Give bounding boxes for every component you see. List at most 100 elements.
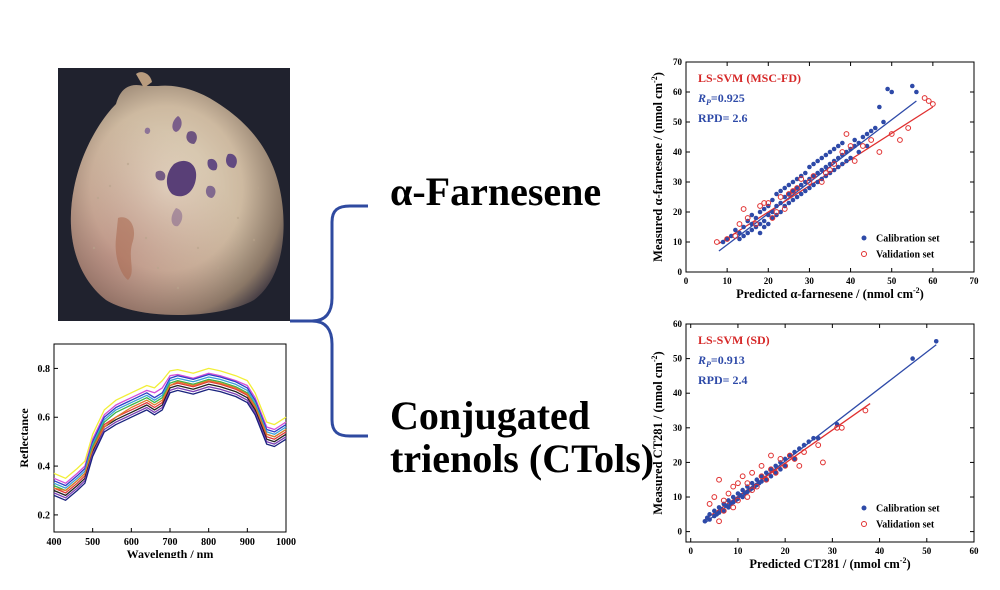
conjugated-label-line2: trienols (CTols)	[390, 436, 655, 481]
validation-point	[777, 456, 784, 462]
calibration-point	[811, 182, 816, 188]
pear-photo	[58, 68, 290, 321]
validation-point	[769, 215, 776, 221]
legend-marker-calibration	[861, 235, 867, 241]
x-tick-label: 700	[163, 537, 178, 548]
validation-point	[772, 469, 779, 476]
validation-point	[801, 449, 807, 455]
y-tick-label: 30	[673, 177, 683, 187]
calibration-point	[815, 158, 820, 164]
farnesene-svg: 0 10 20 30 40 50 60 70 0 10 20 30 40 50 60 70 Predicted …	[650, 57, 979, 301]
validation-point	[843, 131, 850, 137]
y-axis-label: Measured CT281 / (nmol cm-2)	[650, 351, 665, 514]
calibration-point	[749, 480, 755, 486]
calibration-point	[819, 155, 825, 161]
calibration-point	[761, 218, 767, 224]
y-tick-label: 60	[673, 87, 683, 97]
calibration-point	[815, 435, 821, 441]
calibration-point	[790, 188, 796, 194]
x-tick-label: 0	[684, 276, 689, 286]
ct281-scatter-chart: 0 10 20 30 40 50 60 0 10 20 30 40 50 60 Predicted CT28…	[650, 316, 986, 578]
calibration-point	[770, 215, 775, 221]
calibration-point	[848, 155, 853, 161]
x-tick-label: 50	[887, 276, 897, 286]
bracket-connector	[290, 204, 368, 438]
validation-point	[822, 170, 829, 176]
validation-point	[806, 179, 813, 185]
validation-point	[706, 501, 713, 507]
x-tick-label: 10	[733, 546, 743, 556]
validation-point	[768, 466, 774, 473]
validation-point	[820, 459, 826, 466]
calibration-point	[877, 104, 882, 110]
legend-marker-calibration	[861, 505, 867, 511]
calibration-point	[770, 197, 775, 203]
calibration-point	[835, 155, 841, 161]
validation-point	[785, 191, 792, 197]
y-tick-label: 60	[673, 319, 683, 329]
validation-point	[749, 469, 755, 476]
validation-point	[720, 497, 727, 504]
calibration-point	[864, 143, 870, 149]
chart-title: LS-SVM (MSC-FD)	[698, 71, 801, 85]
calibration-point	[782, 463, 788, 469]
calibration-point	[761, 224, 767, 230]
calibration-point	[856, 149, 862, 155]
x-axis-label: Predicted CT281 / (nmol cm-2)	[749, 556, 910, 571]
calibration-point	[782, 456, 788, 462]
validation-point	[786, 452, 793, 459]
calibration-point	[768, 473, 774, 479]
calibration-point	[759, 479, 764, 484]
calibration-point	[831, 167, 837, 173]
calibration-point	[790, 197, 796, 203]
x-tick-label: 60	[970, 546, 980, 556]
rpd-stat: RPD= 2.4	[698, 373, 748, 387]
calibration-point	[856, 140, 862, 146]
calibration-point	[737, 230, 742, 236]
calibration-point	[778, 188, 783, 194]
x-tick-label: 500	[85, 537, 100, 548]
ct281-svg: 0 10 20 30 40 50 60 0 10 20 30 40 50 60 Predicted CT28…	[650, 319, 980, 571]
farnesene-scatter-chart: 0 10 20 30 40 50 60 70 0 10 20 30 40 50 60 70 Predicted …	[650, 52, 986, 310]
calibration-point	[852, 137, 857, 143]
calibration-point	[749, 221, 755, 227]
y-tick-label: 50	[673, 354, 683, 364]
conjugated-label-line1: Conjugated	[390, 393, 591, 438]
calibration-point	[790, 179, 796, 185]
x-tick-label: 30	[805, 276, 815, 286]
calibration-point	[712, 508, 717, 514]
y-tick-label: 0.2	[38, 510, 51, 521]
validation-point	[827, 167, 833, 173]
validation-point	[765, 200, 772, 206]
validation-point	[725, 490, 732, 497]
y-tick-label: 0	[678, 527, 683, 537]
spectrum-line	[53, 376, 287, 489]
spectra-svg: 400 500 600 700 800 900 1000 0.2 0.4 0.6 0.8 Wavele…	[17, 343, 296, 561]
calibration-point	[933, 339, 939, 344]
x-tick-label: 40	[846, 276, 856, 286]
validation-point	[773, 209, 780, 215]
x-tick-label: 600	[124, 537, 139, 548]
calibration-point	[811, 173, 816, 179]
legend-marker-validation	[861, 521, 867, 527]
validation-point	[768, 452, 774, 459]
x-tick-label: 60	[928, 276, 938, 286]
calibration-point	[749, 212, 755, 218]
y-tick-label: 30	[673, 423, 683, 433]
calibration-point	[797, 446, 802, 451]
calibration-point	[741, 224, 746, 230]
x-tick-label: 30	[828, 546, 838, 556]
calibration-point	[740, 494, 745, 500]
validation-point	[862, 407, 869, 414]
validation-point	[831, 161, 838, 167]
validation-point	[839, 149, 846, 155]
calibration-point	[914, 89, 919, 95]
validation-point	[781, 206, 788, 212]
validation-point	[732, 233, 739, 239]
calibration-point	[889, 89, 895, 95]
validation-point	[740, 206, 747, 212]
y-tick-label: 10	[673, 492, 683, 502]
spectrum-line	[53, 379, 287, 492]
calibration-point	[794, 176, 800, 182]
calibration-point	[811, 161, 816, 167]
